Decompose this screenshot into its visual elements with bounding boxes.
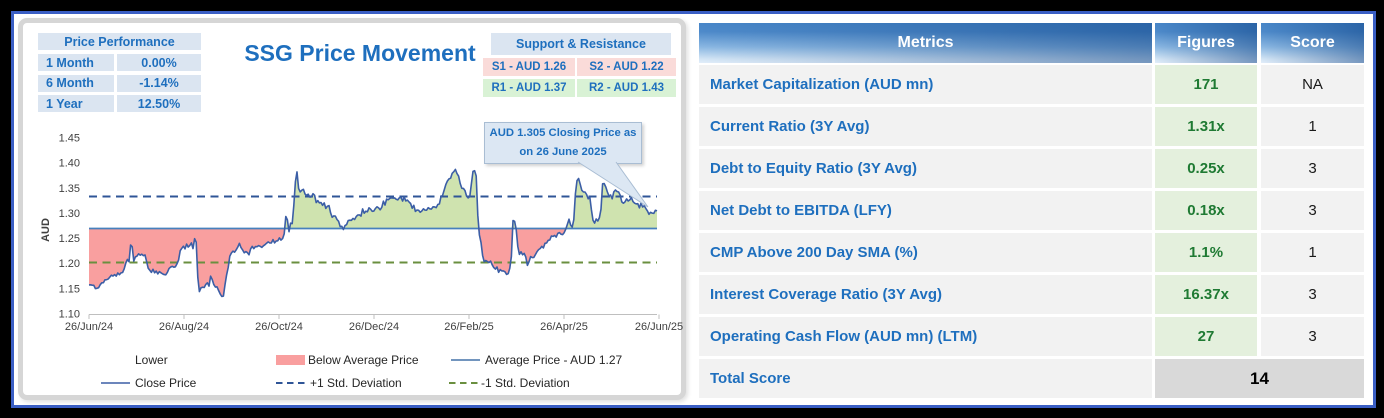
svg-text:26/Jun/25: 26/Jun/25 xyxy=(635,321,683,333)
svg-text:1.30: 1.30 xyxy=(59,208,80,220)
svg-text:1.25: 1.25 xyxy=(59,233,80,245)
svg-text:26/Jun/24: 26/Jun/24 xyxy=(65,321,113,333)
svg-text:26/Aug/24: 26/Aug/24 xyxy=(159,321,209,333)
svg-text:1.35: 1.35 xyxy=(59,183,80,195)
svg-text:1.15: 1.15 xyxy=(59,283,80,295)
svg-text:1.40: 1.40 xyxy=(59,158,80,170)
svg-text:1.45: 1.45 xyxy=(59,133,80,145)
svg-text:AUD: AUD xyxy=(40,218,52,242)
svg-text:26/Dec/24: 26/Dec/24 xyxy=(349,321,399,333)
svg-text:1.20: 1.20 xyxy=(59,258,80,270)
svg-text:26/Apr/25: 26/Apr/25 xyxy=(540,321,588,333)
svg-text:26/Feb/25: 26/Feb/25 xyxy=(444,321,494,333)
svg-text:26/Oct/24: 26/Oct/24 xyxy=(255,321,303,333)
svg-text:1.10: 1.10 xyxy=(59,309,80,321)
